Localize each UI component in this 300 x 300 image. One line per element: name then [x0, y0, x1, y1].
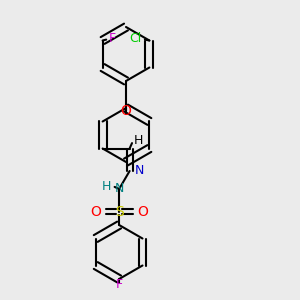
Text: S: S — [115, 205, 124, 218]
Text: F: F — [116, 278, 123, 292]
Text: N: N — [135, 164, 144, 178]
Text: H: H — [134, 134, 143, 148]
Text: O: O — [121, 104, 131, 118]
Text: O: O — [137, 205, 148, 218]
Text: F: F — [109, 32, 116, 46]
Text: N: N — [114, 182, 124, 196]
Text: O: O — [90, 205, 101, 218]
Text: Cl: Cl — [130, 32, 142, 46]
Text: H: H — [102, 179, 112, 193]
